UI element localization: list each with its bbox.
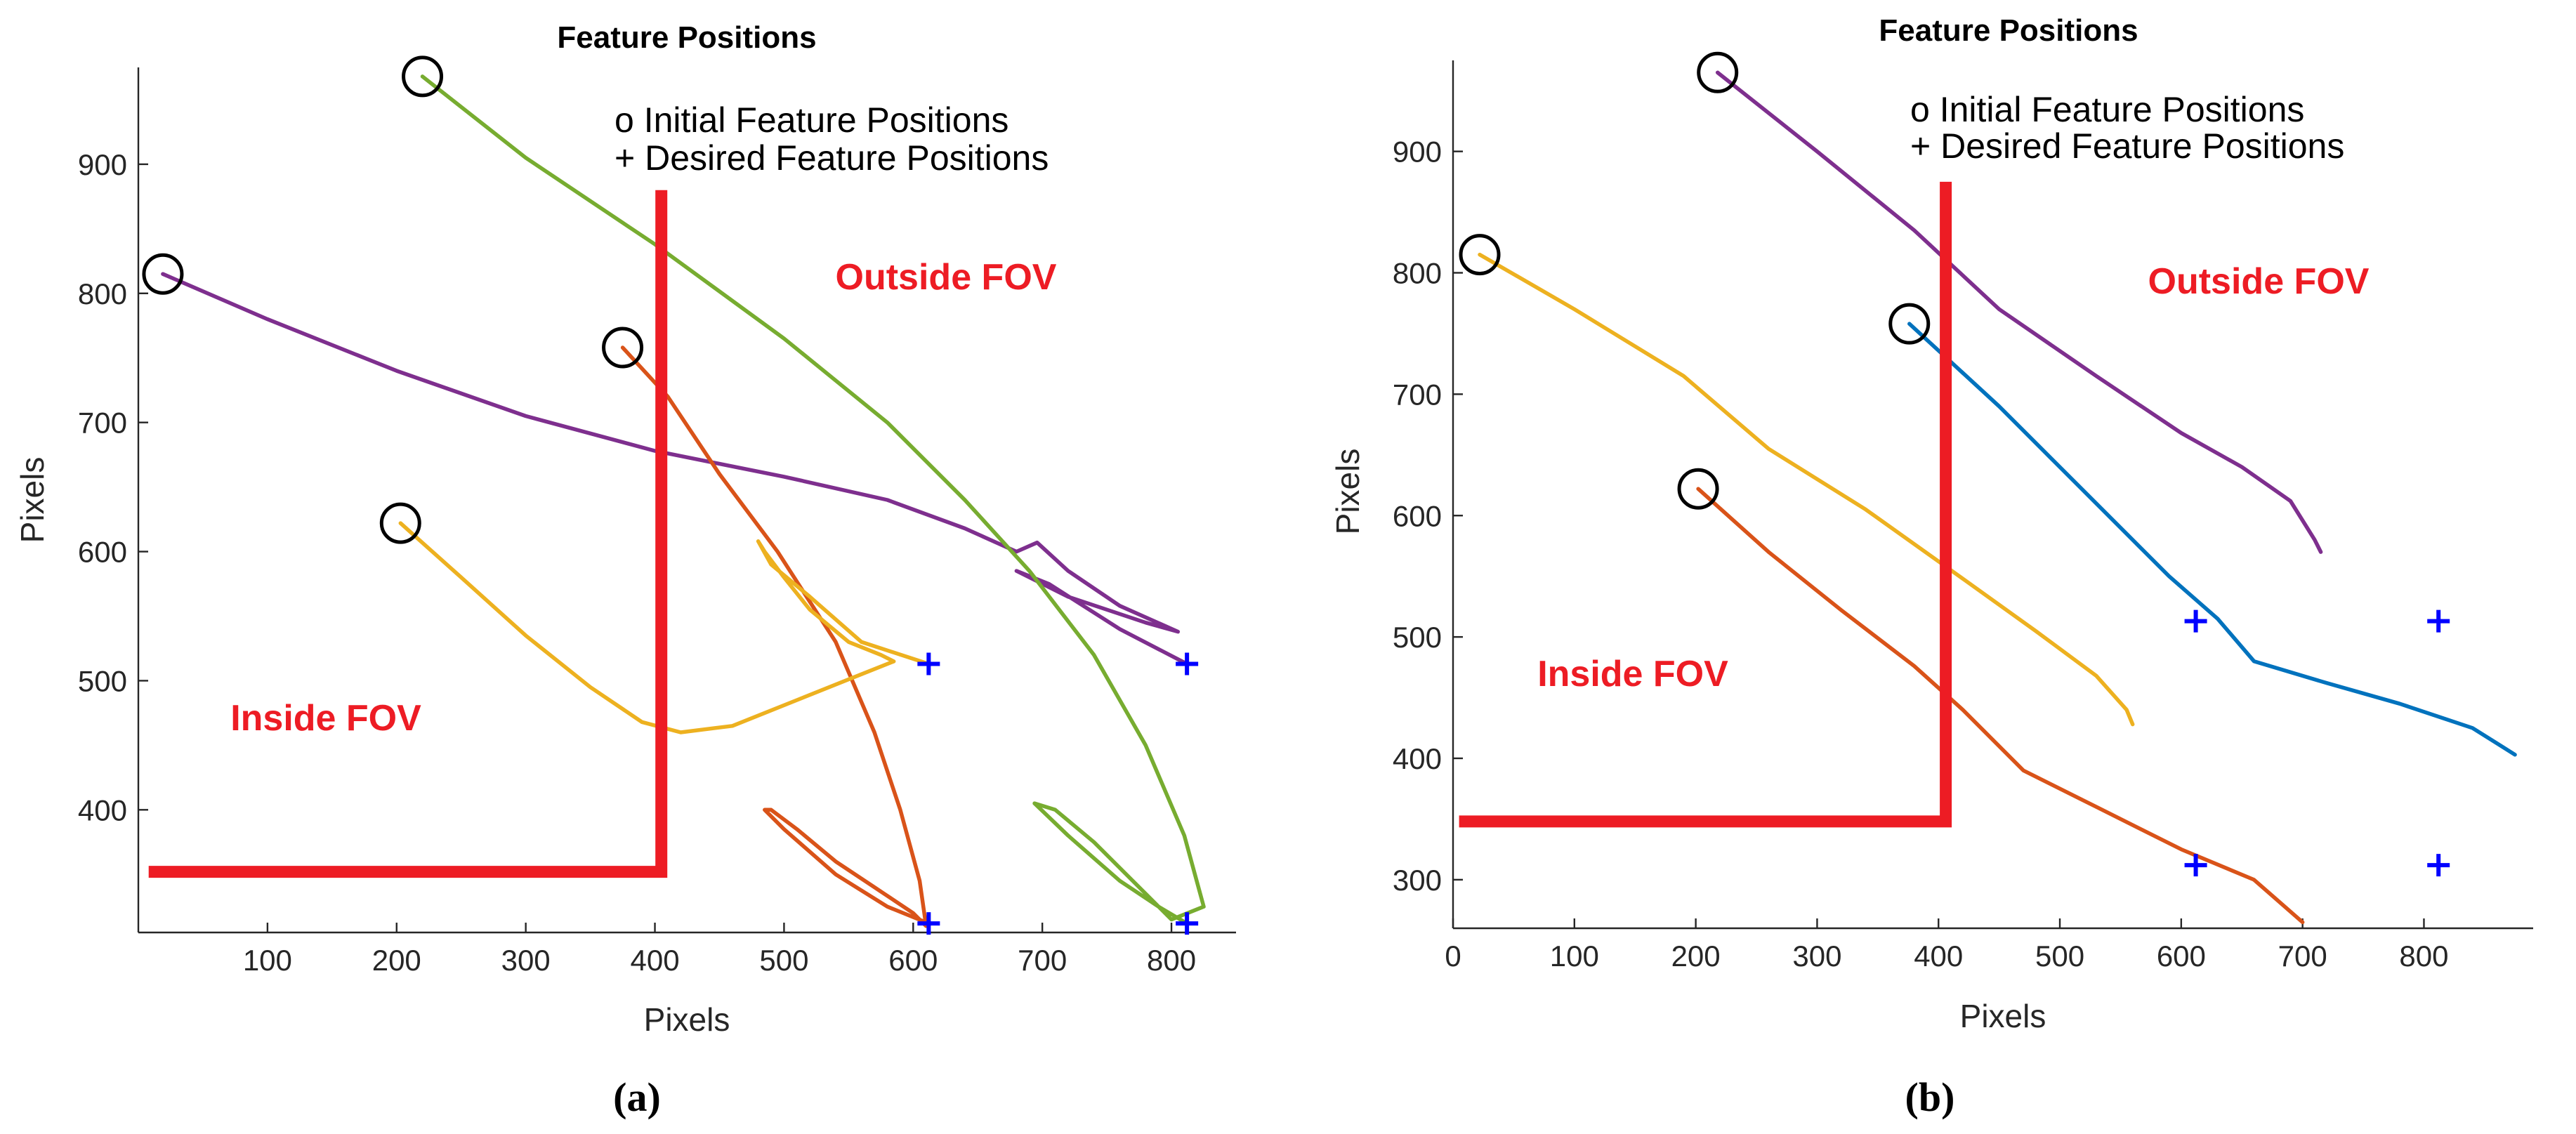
panel-a-fov-boundary [148,190,668,878]
panel-b-x-tick-label: 500 [2035,939,2084,973]
panel-b-x-tick-label: 0 [1445,939,1461,973]
panel-b-y-tick-label: 900 [1393,136,1442,169]
panel-a-x-axis-label: Pixels [644,1001,730,1038]
panel-b-initial-feature-marker [1888,303,1931,345]
panel-a-x-tick-label: 500 [759,944,808,977]
panel-b-trajectory-yellow [1478,252,2135,727]
panel-a-y-tick-label: 600 [78,536,127,569]
panel-b-y-tick-label: 600 [1393,499,1442,532]
panel-a-legend-initial: o Initial Feature Positions [615,100,1008,140]
panel-a-desired-feature-marker [917,912,940,935]
panel-b-legend-desired: + Desired Feature Positions [1910,126,2344,166]
panel-b-y-tick-label: 800 [1393,257,1442,290]
panel-b-desired-feature-marker [2427,609,2450,633]
panel-a-initial-feature-marker [602,327,644,369]
panel-a-y-tick-label: 700 [78,407,127,440]
panel-a-x-tick-label: 800 [1147,944,1196,977]
panel-a-y-tick-label: 400 [78,793,127,826]
panel-a-desired-feature-marker [1176,652,1199,675]
panel-a-desired-feature-marker [917,652,940,675]
panel-b-inside-fov-label: Inside FOV [1537,654,1728,694]
panel-b-trajectory-red [1696,487,2305,925]
panel-b-x-tick-label: 400 [1914,939,1963,973]
panel-a-y-tick-label: 900 [78,148,127,181]
panel-b-fov-boundary [1459,181,1952,828]
panel-b-initial-feature-marker [1697,51,1739,93]
panel-b-y-tick-label: 400 [1393,742,1442,775]
panel-a-chart: 100 200 300 400 500 600 700 800 400 500 600 700 800 9… [14,20,1236,1120]
panel-b-y-tick-label: 500 [1393,621,1442,654]
panel-b-x-axis-label: Pixels [1960,998,2046,1034]
panel-b-initial-feature-marker [1459,234,1501,276]
panel-b-y-tick-label: 300 [1393,864,1442,897]
panel-b-x-tick-label: 700 [2278,939,2327,973]
panel-a-x-tick-label: 600 [888,944,938,977]
panel-a-x-tick-label: 100 [243,944,292,977]
panel-b-desired-feature-marker [2184,854,2207,877]
panel-a-x-tick-label: 300 [501,944,551,977]
panel-b-title: Feature Positions [1879,13,2138,48]
panel-b-x-tick-label: 300 [1792,939,1841,973]
panel-a-x-tick-label: 400 [630,944,679,977]
panel-a-desired-feature-marker [1176,912,1199,935]
panel-b-desired-feature-marker [2184,609,2207,633]
panel-b-desired-feature-marker [2427,854,2450,877]
panel-b-chart: 0 100 200 300 400 500 600 700 800 300 400 500 600 700… [1329,13,2533,1120]
panel-b-y-axis-label: Pixels [1329,449,1366,535]
panel-b-initial-feature-marker [1677,468,1719,510]
panel-a-initial-feature-marker [379,502,421,544]
panel-b-x-tick-label: 600 [2157,939,2206,973]
panel-b-outside-fov-label: Outside FOV [2148,261,2370,302]
panel-a-y-tick-label: 500 [78,664,127,697]
panel-b-trajectory-blue [1907,322,2517,757]
panel-a-legend-desired: + Desired Feature Positions [615,138,1049,178]
panel-a-x-tick-label: 200 [372,944,421,977]
panel-b-x-tick-label: 800 [2399,939,2448,973]
panel-a-caption: (a) [613,1074,661,1120]
panel-a-title: Feature Positions [557,20,816,55]
panel-b-legend-initial: o Initial Feature Positions [1910,90,2304,129]
panel-a-outside-fov-label: Outside FOV [836,257,1057,298]
panel-a-x-tick-label: 700 [1018,944,1067,977]
panel-a-initial-feature-marker [402,55,444,98]
panel-b-trajectory-purple [1715,70,2323,554]
panel-b-y-tick-label: 700 [1393,378,1442,411]
panel-b-x-tick-label: 100 [1550,939,1599,973]
panel-a-y-axis-label: Pixels [14,457,51,543]
panel-b-caption: (b) [1905,1074,1955,1120]
panel-a-trajectory-purple [161,272,1189,666]
panel-a-initial-feature-marker [142,253,184,295]
panel-a-inside-fov-label: Inside FOV [230,698,421,739]
panel-a-trajectory-green [420,74,1206,925]
panel-a-y-tick-label: 800 [78,277,127,310]
panel-a-trajectory-red [620,345,931,928]
panel-b-x-tick-label: 200 [1671,939,1721,973]
panel-a-trajectory-yellow [398,521,931,734]
